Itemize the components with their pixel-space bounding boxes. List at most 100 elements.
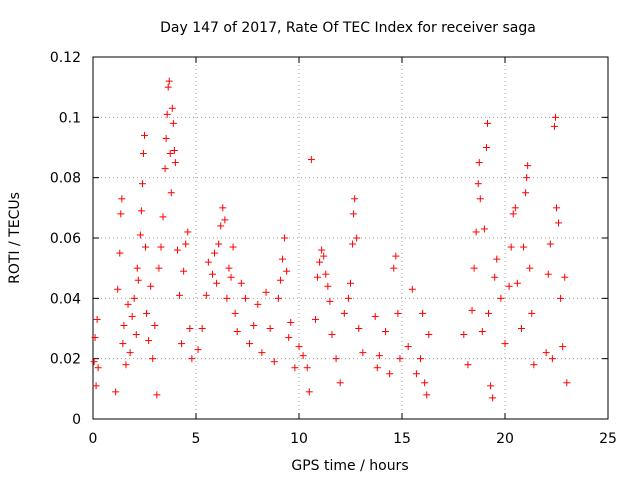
data-point <box>396 355 404 363</box>
data-points <box>90 77 571 402</box>
data-point <box>386 370 394 378</box>
x-tick-label: 5 <box>192 431 201 447</box>
data-point <box>215 240 223 248</box>
x-tick-label: 0 <box>89 431 98 447</box>
data-point <box>505 282 513 290</box>
data-point <box>487 382 495 390</box>
data-point <box>142 243 150 251</box>
data-point <box>145 337 153 345</box>
data-point <box>316 258 324 266</box>
data-point <box>137 207 145 215</box>
data-point <box>344 294 352 302</box>
data-point <box>425 331 433 339</box>
data-point <box>136 231 144 239</box>
data-point <box>419 309 427 317</box>
data-point <box>305 388 313 396</box>
data-point <box>468 306 476 314</box>
data-point <box>114 285 122 293</box>
y-tick-label: 0.04 <box>50 291 81 307</box>
data-point <box>143 309 151 317</box>
data-point <box>163 110 171 118</box>
data-point <box>394 309 402 317</box>
data-point <box>421 379 429 387</box>
data-point <box>112 388 120 396</box>
data-point <box>149 355 157 363</box>
data-point <box>530 361 538 369</box>
data-point <box>165 77 173 85</box>
data-point <box>507 243 515 251</box>
data-point <box>188 355 196 363</box>
data-point <box>124 300 132 308</box>
data-point <box>287 318 295 326</box>
data-point <box>169 119 177 127</box>
data-point <box>355 325 363 332</box>
data-point <box>164 83 172 91</box>
data-point <box>213 279 221 287</box>
data-point <box>548 355 556 363</box>
y-tick-label: 0 <box>72 412 81 428</box>
data-point <box>555 219 563 227</box>
y-tick-label: 0.02 <box>50 352 81 368</box>
data-point <box>283 267 291 275</box>
data-point <box>155 264 163 272</box>
data-point <box>557 294 565 302</box>
data-point <box>550 122 558 130</box>
data-point <box>303 364 311 372</box>
data-point <box>489 394 497 402</box>
data-point <box>460 331 468 339</box>
data-point <box>182 240 190 248</box>
data-point <box>254 300 262 308</box>
data-point <box>523 174 531 182</box>
data-point <box>227 273 235 281</box>
data-point <box>276 276 284 284</box>
data-point <box>241 294 249 302</box>
data-point <box>513 279 521 287</box>
data-point <box>90 358 98 366</box>
y-tick-label: 0.12 <box>50 50 81 66</box>
data-point <box>295 343 303 351</box>
data-point <box>520 243 528 251</box>
data-point <box>322 270 330 278</box>
data-point <box>551 113 559 121</box>
data-point <box>511 204 519 212</box>
data-point <box>412 370 420 378</box>
data-point <box>225 264 233 272</box>
data-point <box>171 159 179 167</box>
data-point <box>382 328 390 336</box>
x-tick-label: 10 <box>290 431 308 447</box>
x-axis-label: GPS time / hours <box>291 458 408 474</box>
y-axis-label: ROTI / TECUs <box>7 192 23 284</box>
data-point <box>151 321 159 329</box>
data-point <box>472 228 480 236</box>
data-point <box>501 340 509 348</box>
data-point <box>474 180 482 188</box>
data-point <box>561 273 569 281</box>
data-point <box>491 273 499 281</box>
data-point <box>184 228 192 236</box>
data-point <box>219 204 227 212</box>
data-point <box>353 234 361 242</box>
data-point <box>336 379 344 387</box>
data-point <box>170 147 178 155</box>
axis-ticks <box>92 56 609 420</box>
data-point <box>546 240 554 248</box>
data-point <box>350 210 358 218</box>
data-point <box>246 340 254 348</box>
data-point <box>186 325 194 332</box>
y-tick-label: 0.1 <box>59 110 81 126</box>
data-point <box>130 294 138 302</box>
data-point <box>493 255 501 263</box>
data-point <box>262 288 270 296</box>
data-point <box>258 349 266 357</box>
y-tick-labels: 0 0.02 0.04 0.06 0.08 0.1 0.12 <box>50 50 81 428</box>
data-point <box>178 340 186 348</box>
data-point <box>279 255 287 263</box>
data-point <box>208 270 216 278</box>
data-point <box>167 189 175 197</box>
data-point <box>198 325 206 332</box>
data-point <box>161 165 169 173</box>
data-point <box>483 119 491 127</box>
data-point <box>141 131 148 139</box>
data-point <box>326 297 334 305</box>
